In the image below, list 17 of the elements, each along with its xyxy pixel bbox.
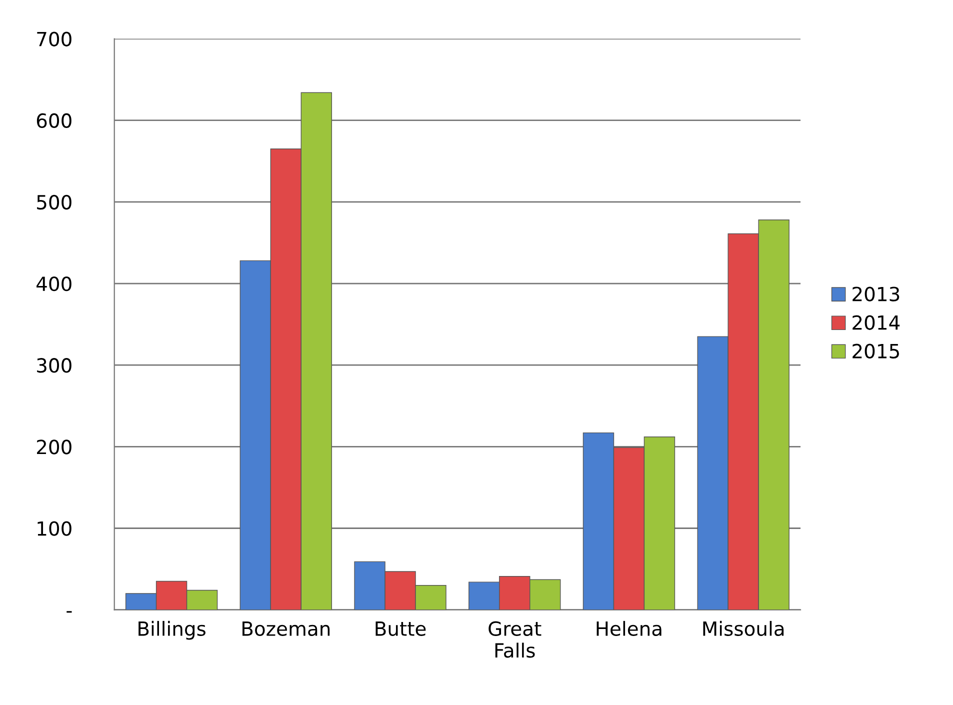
x-tick-label: Missoula — [703, 620, 784, 636]
x-tick-label: Helena — [596, 620, 662, 636]
x-tick-label: Butte — [376, 622, 426, 636]
y-tick-label: 700 — [37, 32, 72, 46]
legend-label: 2013 — [852, 286, 900, 302]
y-tick-label: 200 — [37, 440, 72, 454]
y-tick-label: 600 — [36, 113, 72, 128]
y-tick-label: 500 — [37, 194, 72, 210]
x-tick-label: Great Falls — [488, 621, 542, 658]
y-tick-label: 300 — [37, 358, 72, 373]
y-tick-label: 100 — [38, 521, 72, 536]
x-tick-label: Bozeman — [242, 622, 330, 636]
y-tick-label: - — [66, 611, 72, 613]
y-tick-label: 400 — [36, 276, 72, 292]
x-tick-label: Billings — [138, 620, 206, 640]
legend-label: 2015 — [852, 344, 899, 358]
legend-label: 2014 — [852, 315, 900, 330]
